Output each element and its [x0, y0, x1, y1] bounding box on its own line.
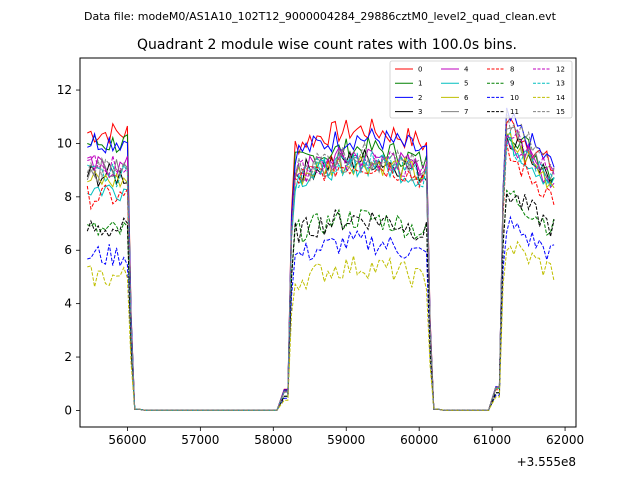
y-tick-label: 4: [64, 297, 72, 311]
y-tick-label: 2: [64, 350, 72, 364]
legend-label-3: 3: [418, 108, 422, 116]
axes-layer: 56000 57000 58000 59000 60000 61000 62000 0 2 4 6 8…: [57, 57, 584, 447]
series-line-4: [87, 138, 555, 411]
legend-label-10: 10: [510, 94, 519, 102]
series-line-3: [86, 136, 555, 411]
legend-label-8: 8: [510, 66, 514, 74]
legend-label-5: 5: [464, 80, 468, 88]
series-line-2: [87, 107, 555, 411]
series-line-6: [87, 133, 555, 411]
x-tick-label: 59000: [327, 433, 365, 447]
y-tick-label: 8: [64, 190, 72, 204]
legend-label-2: 2: [418, 94, 422, 102]
x-tick-label: 60000: [400, 433, 438, 447]
legend-label-12: 12: [556, 66, 565, 74]
series-line-13: [87, 134, 555, 411]
y-tick-label: 12: [57, 83, 72, 97]
legend-label-14: 14: [556, 94, 565, 102]
x-tick-label: 57000: [181, 433, 219, 447]
y-tick-label: 6: [64, 243, 72, 257]
legend-label-0: 0: [418, 66, 422, 74]
series-line-10: [87, 215, 555, 411]
series-layer: [86, 107, 555, 411]
legend-box: [389, 60, 573, 119]
series-line-1: [87, 132, 555, 411]
data-file-label: Data file: modeM0/AS1A10_102T12_90000042…: [84, 10, 557, 23]
legend-label-1: 1: [418, 80, 422, 88]
series-line-14: [87, 240, 555, 411]
legend-label-11: 11: [510, 108, 519, 116]
legend-label-7: 7: [464, 108, 468, 116]
chart-title: Quadrant 2 module wise count rates with …: [137, 37, 517, 53]
x-offset-label: +3.555e8: [517, 455, 576, 469]
plot-frame: [79, 57, 577, 428]
legend-label-4: 4: [464, 66, 469, 74]
legend-label-15: 15: [556, 108, 565, 116]
x-tick-label: 58000: [254, 433, 292, 447]
legend-label-6: 6: [464, 94, 469, 102]
legend-label-13: 13: [556, 80, 565, 88]
y-tick-label: 0: [64, 403, 72, 417]
legend-label-9: 9: [510, 80, 514, 88]
series-line-15: [86, 109, 555, 411]
series-line-8: [86, 143, 555, 411]
series-line-9: [87, 189, 555, 411]
series-line-11: [86, 192, 555, 411]
y-tick-label: 10: [57, 136, 72, 150]
x-tick-label: 56000: [108, 433, 146, 447]
x-tick-label: 61000: [473, 433, 511, 447]
x-tick-label: 62000: [546, 433, 584, 447]
